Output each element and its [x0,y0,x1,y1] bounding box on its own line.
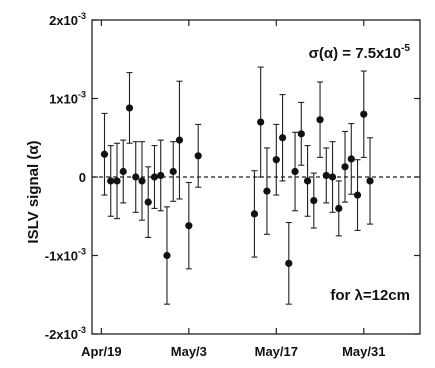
x-tick-label: Apr/19 [81,344,121,359]
data-point [291,167,299,176]
y-tick-exponent: -3 [78,90,86,100]
data-point [169,167,177,176]
data-point [194,152,202,160]
y-tick-label: 2x10-3 [49,11,86,28]
y-tick-mantissa: 0 [79,170,86,185]
data-point [328,173,337,181]
data-point [175,136,184,144]
y-tick-exponent: -3 [78,247,86,257]
data-point [113,177,121,185]
data-point [250,210,259,218]
data-point [107,177,115,185]
data-point [278,134,287,142]
annotation-exponent: -5 [401,43,410,54]
y-tick-mantissa: 2x10 [49,13,78,28]
y-tick-mantissa: -2x10 [45,327,78,342]
x-tick-label: May/3 [171,344,207,359]
y-axis-label: ISLV signal (α) [25,140,42,243]
data-point [335,204,343,212]
data-point [185,222,193,230]
y-tick-label: 1x10-3 [49,90,86,107]
y-tick-label: 0 [79,170,86,185]
data-point [285,259,293,267]
data-point [366,177,374,185]
data-point [132,173,140,181]
data-point [341,163,349,171]
data-point [150,173,159,181]
data-point [257,118,265,126]
annotation-text: for λ=12cm [330,287,410,304]
data-point [100,150,109,158]
data-point [310,196,318,205]
annotation-sigma: σ(α) = 7.5x10-5 [309,43,411,62]
y-tick-mantissa: -1x10 [45,249,78,264]
data-point [353,191,362,199]
y-tick-label: -2x10-3 [45,325,86,342]
data-point [303,177,312,185]
y-tick-mantissa: 1x10 [49,92,78,107]
annotation-lambda: for λ=12cm [330,287,410,304]
data-point [360,110,368,118]
data-point [297,130,305,138]
data-point [119,167,127,176]
data-point [347,155,355,163]
data-point [125,104,134,112]
y-tick-exponent: -3 [78,325,86,335]
data-point [272,156,280,164]
data-point [157,171,165,180]
data-point [138,177,146,185]
y-tick-exponent: -3 [78,11,86,21]
data-point [316,116,324,124]
x-tick-label: May/31 [342,344,385,359]
x-tick-label: May/17 [255,344,298,359]
annotation-text: σ(α) = 7.5x10 [309,45,401,62]
data-point [163,251,171,260]
y-tick-label: -1x10-3 [45,247,86,264]
data-point [263,187,271,195]
data-point [322,171,330,180]
data-point [144,198,152,206]
